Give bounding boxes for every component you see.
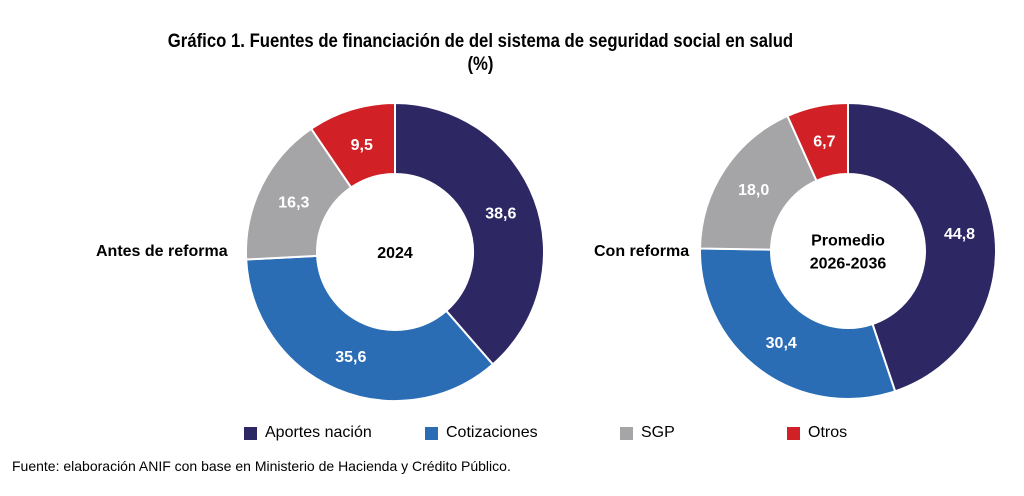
slice-label-sgp: 16,3 [278,195,309,212]
slice-otros [786,101,849,183]
legend-item-cotizaciones: Cotizaciones [425,424,538,442]
legend-swatch-cotizaciones [425,426,438,440]
chart-title: Gráfico 1. Fuentes de financiación de de… [0,30,961,76]
slice-label-cotizaciones: 30,4 [766,335,797,352]
donut-center-label: 2024 [377,245,413,262]
legend-label-aportes: Aportes nación [265,424,372,441]
donut-right-label: Con reforma [594,243,690,260]
legend: Aportes nación Cotizaciones SGP Otros [0,424,1024,448]
slice-aportes [394,101,545,366]
chart-subtitle: (%) [467,54,494,75]
slice-label-aportes: 44,8 [944,226,975,243]
legend-item-otros: Otros [787,424,847,442]
legend-label-cotizaciones: Cotizaciones [446,424,538,441]
slice-sgp [699,114,818,251]
slice-cotizaciones [699,247,897,400]
slice-label-cotizaciones: 35,6 [335,349,366,366]
slice-label-aportes: 38,6 [485,205,516,222]
chart-title-main: Gráfico 1. Fuentes de financiación de de… [167,31,794,52]
legend-label-sgp: SGP [641,424,675,441]
legend-item-sgp: SGP [620,424,675,442]
legend-swatch-otros [787,426,800,440]
slice-label-sgp: 18,0 [738,182,769,199]
legend-item-aportes: Aportes nación [244,424,372,442]
slice-label-otros: 6,7 [813,133,835,150]
donut-center-label: 2026-2036 [810,256,887,273]
legend-label-otros: Otros [808,424,848,441]
legend-swatch-aportes [244,426,257,440]
donut-center-label: Promedio [811,233,885,250]
slice-label-otros: 9,5 [351,137,373,154]
slice-aportes [847,101,997,393]
slice-cotizaciones [245,254,495,402]
donut-left-label: Antes de reforma [96,243,228,260]
slice-sgp [245,127,353,261]
slice-otros [309,101,396,189]
legend-swatch-sgp [620,426,633,440]
source-note: Fuente: elaboración ANIF con base en Min… [12,458,511,474]
